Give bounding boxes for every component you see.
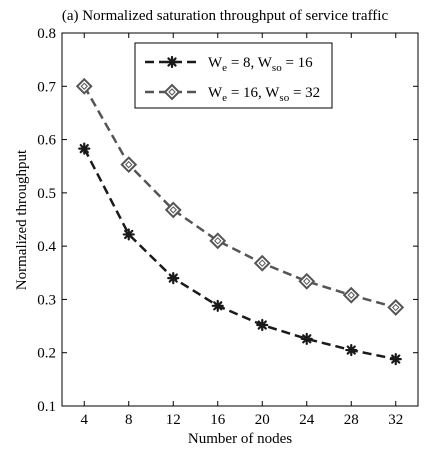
series-1-point	[211, 299, 224, 312]
x-tick-label: 12	[166, 412, 181, 428]
series-2-point	[298, 272, 316, 290]
legend-label-1: We = 8, Wso = 16	[208, 55, 313, 74]
x-axis-label: Number of nodes	[188, 431, 292, 447]
plot-frame	[61, 32, 419, 407]
legend-box	[134, 42, 333, 109]
legend-label-2-end: = 32	[289, 85, 320, 101]
series-1-point	[256, 318, 269, 332]
legend-marker-2	[163, 83, 181, 101]
series-1-point	[167, 272, 180, 285]
y-tick-label: 0.4	[37, 239, 56, 255]
legend-label-2-sub1: e	[222, 92, 227, 104]
series-1-point	[122, 228, 135, 241]
x-axis-ticks: 4 8 12 16 20 24 28 32	[81, 33, 403, 428]
series-1-point	[345, 343, 358, 357]
series-line-1	[83, 148, 397, 361]
legend-label-1-sub1: e	[222, 62, 227, 74]
x-tick-label: 8	[125, 412, 133, 428]
y-tick-label: 0.6	[37, 133, 56, 149]
legend-label-2: We = 16, Wso = 32	[208, 85, 320, 104]
series-2-point	[342, 286, 360, 304]
legend-label-2-main: W	[208, 85, 223, 101]
series-line-2	[83, 85, 397, 309]
series-2-point	[387, 299, 405, 316]
series-1-point	[300, 332, 313, 345]
x-tick-label: 4	[81, 412, 89, 428]
legend-label-1-main: W	[208, 55, 223, 71]
legend-marker-1	[165, 55, 179, 69]
y-tick-label: 0.8	[37, 26, 56, 42]
series-2-point	[120, 156, 138, 174]
series-1-point	[389, 353, 402, 366]
chart-title: (a) Normalized saturation throughput of …	[62, 8, 389, 24]
series-2-point	[209, 232, 227, 250]
x-tick-label: 16	[210, 412, 226, 428]
x-tick-label: 28	[344, 412, 359, 428]
x-tick-label: 24	[299, 412, 315, 428]
legend-label-2-sub2: so	[279, 92, 289, 104]
x-tick-label: 32	[388, 412, 403, 428]
y-axis-ticks: 0.1 0.2 0.3 0.4 0.5 0.6 0.7 0.8	[37, 26, 418, 415]
legend-label-1-end: = 16	[282, 55, 313, 71]
legend-label-2-mid: = 16, W	[227, 85, 280, 101]
y-tick-label: 0.3	[37, 292, 56, 308]
y-tick-label: 0.2	[37, 346, 56, 362]
y-axis-label: Normalized throughput	[14, 149, 30, 290]
series-2-point	[75, 77, 93, 95]
series-2-point	[253, 254, 271, 272]
y-tick-label: 0.1	[37, 399, 56, 415]
series-1-point	[78, 142, 91, 155]
legend-label-1-mid: = 8, W	[227, 55, 273, 71]
legend-label-1-sub2: so	[272, 62, 282, 74]
x-tick-label: 20	[255, 412, 270, 428]
y-tick-label: 0.7	[37, 79, 56, 95]
y-tick-label: 0.5	[37, 186, 56, 202]
series-2-point	[164, 201, 182, 219]
series-layer	[75, 77, 405, 366]
